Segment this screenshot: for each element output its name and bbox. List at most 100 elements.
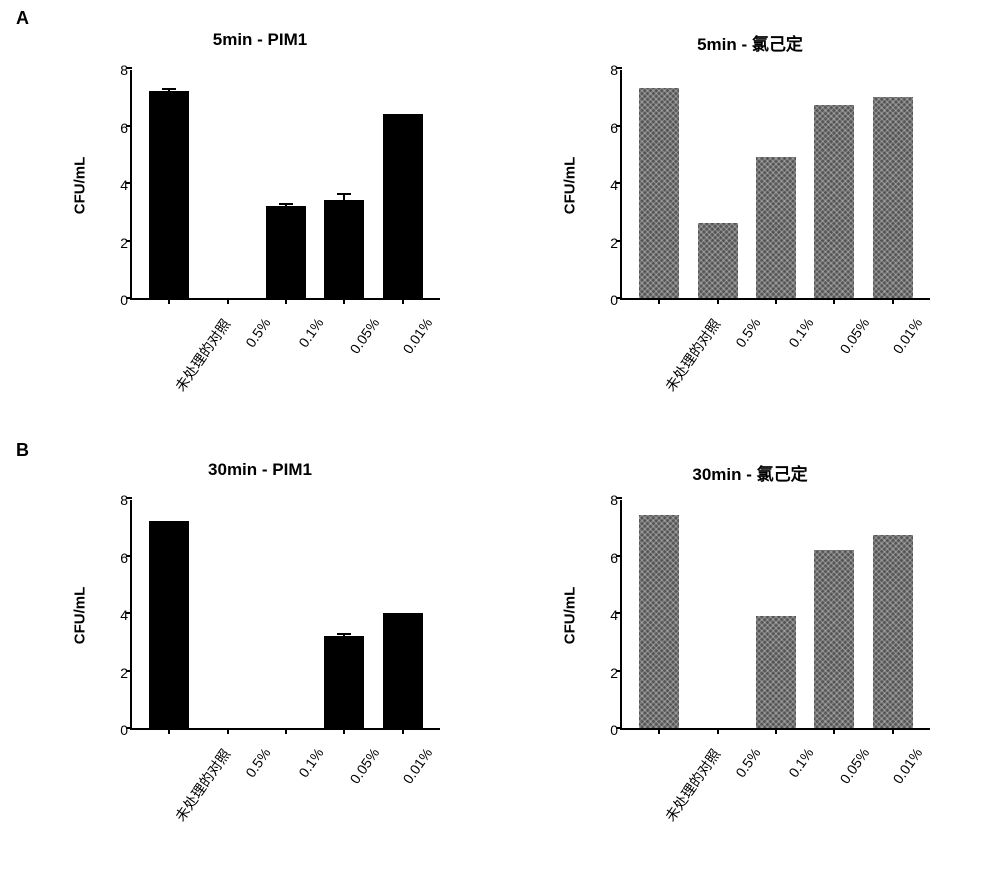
chart-b-chx: 30min - 氯己定 CFU/mL 0 2 4 6 8 未处理的对照0.5%0.1%0.05…: [550, 460, 950, 840]
x-labels: 未处理的对照0.5%0.1%0.05%0.01%: [620, 732, 930, 760]
y-tick-label: 4: [100, 177, 128, 193]
y-tick-label: 0: [590, 722, 618, 738]
y-ticks: 02468: [590, 500, 618, 730]
y-tick-mark: [616, 67, 622, 69]
y-axis-label: CFU/mL: [560, 70, 580, 300]
chart-title: 30min - PIM1: [60, 460, 460, 480]
x-tick-label: 0.1%: [765, 732, 818, 760]
plot-area: [130, 70, 440, 300]
x-tick-label: 0.05%: [327, 302, 380, 330]
chart-a-pim1: 5min - PIM1 CFU/mL 0 2 4 6 8 未处理的对照0.5%0.1%0.05…: [60, 30, 460, 410]
x-tick-label: 0.01%: [380, 732, 433, 760]
x-tick-label: 0.05%: [817, 302, 870, 330]
y-tick-label: 0: [590, 292, 618, 308]
x-tick-label: 0.05%: [327, 732, 380, 760]
bar: [756, 157, 796, 298]
x-tick-label: 未处理的对照: [138, 732, 222, 760]
y-tick-label: 4: [100, 607, 128, 623]
y-ticks: 02468: [100, 70, 128, 300]
y-ticks: 02468: [590, 70, 618, 300]
bar: [639, 515, 679, 728]
chart-b-pim1: 30min - PIM1CFU/mL02468未处理的对照0.5%0.1%0.0…: [60, 460, 460, 840]
y-tick-label: 8: [590, 492, 618, 508]
error-bar: [337, 193, 351, 207]
chart-title: 5min - 氯己定: [550, 30, 950, 55]
y-tick-label: 6: [590, 120, 618, 136]
x-labels: 未处理的对照0.5%0.1%0.05%0.01%: [130, 302, 440, 330]
y-axis-label: CFU/mL: [70, 70, 90, 300]
bars-group: [622, 500, 930, 728]
bar: [814, 105, 854, 298]
error-bar: [337, 633, 351, 640]
y-tick-mark: [616, 497, 622, 499]
row-b: 30min - PIM1 CFU/mL 0 2 4 6 8 未处理的对照0.5%0.1%0.0…: [60, 460, 980, 840]
y-tick-label: 2: [590, 235, 618, 251]
bar-slot: [140, 91, 198, 298]
bar: [383, 613, 423, 728]
x-labels: 未处理的对照0.5%0.1%0.05%0.01%: [620, 302, 930, 330]
chart-title: 5min - PIM1: [60, 30, 460, 50]
bars-group: [132, 70, 440, 298]
x-labels: 未处理的对照0.5%0.1%0.05%0.01%: [130, 732, 440, 760]
bar: [149, 91, 189, 298]
plot-area: [130, 500, 440, 730]
y-tick-label: 6: [100, 550, 128, 566]
bar: [756, 616, 796, 728]
bar-slot: [747, 157, 805, 298]
bar-slot: [140, 521, 198, 728]
y-axis-label: CFU/mL: [560, 500, 580, 730]
y-tick-label: 4: [590, 607, 618, 623]
error-bar: [162, 88, 176, 94]
bar: [383, 114, 423, 298]
bar-slot: [747, 616, 805, 728]
y-tick-label: 0: [100, 292, 128, 308]
x-tick-label: 0.01%: [380, 302, 433, 330]
row-a: 5min - PIM1 CFU/mL 0 2 4 6 8 未处理的对照0.5%0.1%0.05…: [60, 30, 980, 410]
y-tick-label: 2: [100, 665, 128, 681]
bar-slot: [864, 97, 922, 298]
plot-area: [620, 70, 930, 300]
x-tick-label: 0.05%: [817, 732, 870, 760]
chart-title: 30min - 氯己定: [550, 460, 950, 485]
bar: [324, 200, 364, 298]
bar-slot: [374, 613, 432, 728]
bar: [149, 521, 189, 728]
bar-slot: [805, 550, 863, 728]
x-tick-label: 未处理的对照: [628, 302, 712, 330]
y-tick-label: 2: [590, 665, 618, 681]
y-tick-label: 0: [100, 722, 128, 738]
bar-slot: [315, 636, 373, 728]
panel-label-b: B: [16, 440, 29, 461]
y-ticks: 02468: [100, 500, 128, 730]
bar: [266, 206, 306, 298]
bar: [873, 97, 913, 298]
plot-area: [620, 500, 930, 730]
x-tick-label: 0.1%: [275, 732, 328, 760]
bars-group: [132, 500, 440, 728]
bar-slot: [257, 206, 315, 298]
bar-slot: [315, 200, 373, 298]
bar: [698, 223, 738, 298]
y-tick-label: 8: [100, 492, 128, 508]
y-tick-label: 6: [100, 120, 128, 136]
bar-slot: [630, 515, 688, 728]
y-tick-label: 6: [590, 550, 618, 566]
bars-group: [622, 70, 930, 298]
bar-slot: [630, 88, 688, 298]
y-tick-mark: [126, 67, 132, 69]
x-tick-label: 0.1%: [765, 302, 818, 330]
x-tick-label: 未处理的对照: [628, 732, 712, 760]
x-tick-label: 0.01%: [870, 302, 923, 330]
x-tick-label: 0.1%: [275, 302, 328, 330]
y-tick-label: 8: [100, 62, 128, 78]
y-tick-label: 2: [100, 235, 128, 251]
chart-a-chx: 5min - 氯己定 CFU/mL 0 2 4 6 8 未处理的对照0.5%0.1%0.05%…: [550, 30, 950, 410]
panel-label-a: A: [16, 8, 29, 29]
y-tick-label: 4: [590, 177, 618, 193]
bar: [814, 550, 854, 728]
error-bar: [279, 203, 293, 209]
bar-slot: [374, 114, 432, 298]
y-tick-label: 8: [590, 62, 618, 78]
x-tick-label: 未处理的对照: [138, 302, 222, 330]
bar-slot: [805, 105, 863, 298]
